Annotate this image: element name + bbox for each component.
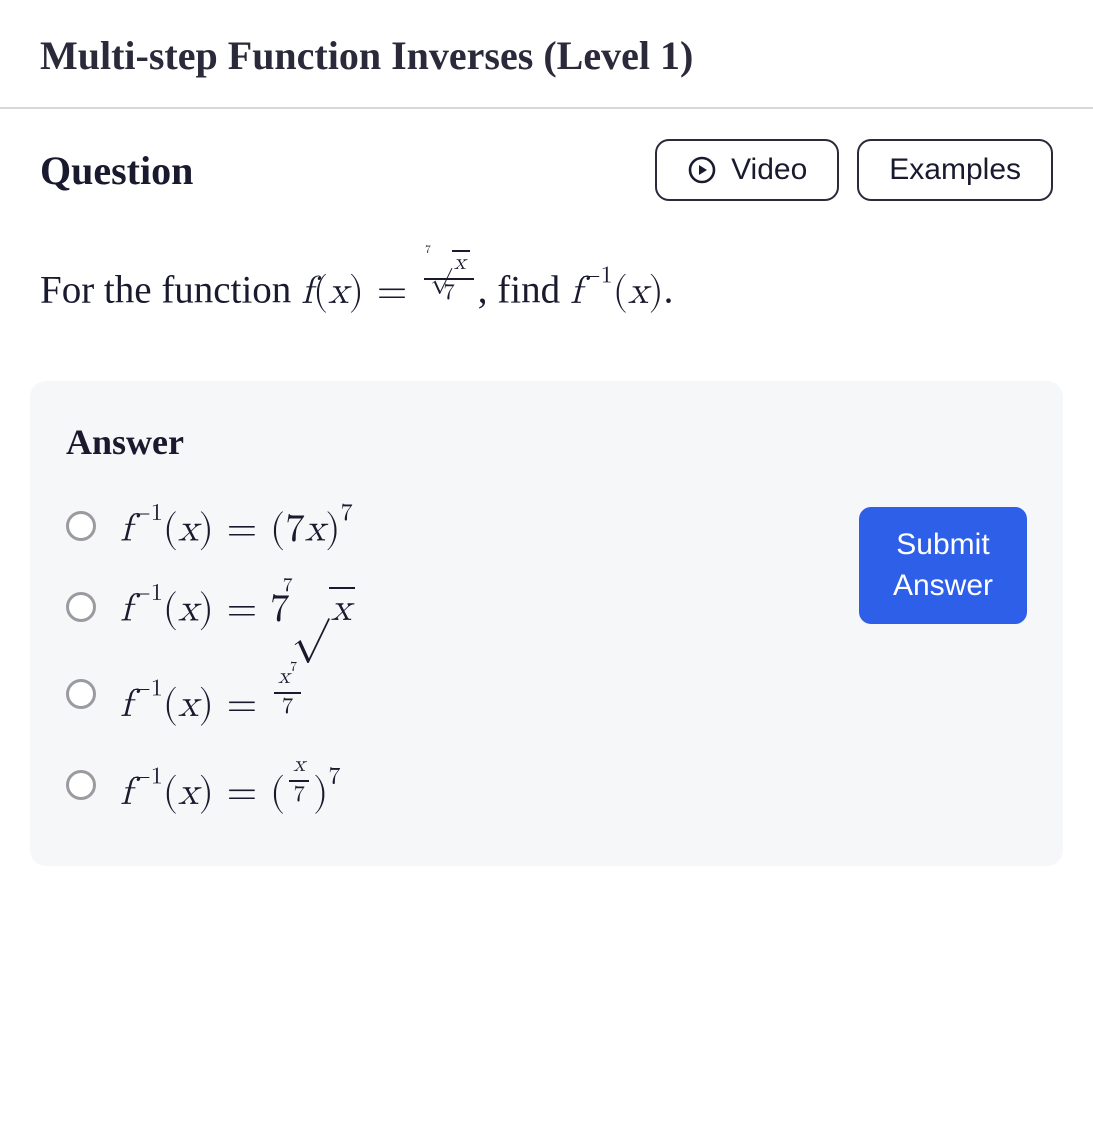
option-d-math: f−1(x) = (x7)7: [120, 754, 340, 816]
answer-area: Answer f−1(x) = (7x)7 f−1(x) = 77√x f−1(…: [30, 381, 1063, 866]
radio-icon: [66, 592, 96, 622]
submit-button-label: SubmitAnswer: [893, 528, 993, 602]
problem-fn-def: f(x) = 7√x7: [301, 272, 478, 311]
radio-icon: [66, 770, 96, 800]
options-list: f−1(x) = (7x)7 f−1(x) = 77√x f−1(x) = x7…: [66, 499, 829, 842]
video-button-label: Video: [731, 153, 807, 187]
option-d[interactable]: f−1(x) = (x7)7: [66, 754, 829, 816]
option-c-math: f−1(x) = x77: [120, 660, 305, 728]
header: Multi-step Function Inverses (Level 1): [0, 0, 1093, 109]
submit-button[interactable]: SubmitAnswer: [859, 507, 1027, 624]
problem-find: f−1(x): [570, 272, 664, 311]
problem-suffix: .: [664, 269, 674, 312]
option-a[interactable]: f−1(x) = (7x)7: [66, 499, 829, 553]
question-label: Question: [40, 147, 193, 194]
page-title: Multi-step Function Inverses (Level 1): [40, 32, 1053, 79]
option-b[interactable]: f−1(x) = 77√x: [66, 579, 829, 635]
option-a-math: f−1(x) = (7x)7: [120, 499, 353, 553]
answer-label: Answer: [66, 421, 1027, 463]
examples-button-label: Examples: [889, 153, 1021, 187]
radio-icon: [66, 679, 96, 709]
problem-prefix: For the function: [40, 269, 301, 312]
option-c[interactable]: f−1(x) = x77: [66, 660, 829, 728]
option-b-math: f−1(x) = 77√x: [120, 579, 355, 635]
play-circle-icon: [687, 155, 717, 185]
problem-mid: , find: [478, 269, 570, 312]
radio-icon: [66, 511, 96, 541]
answer-grid: f−1(x) = (7x)7 f−1(x) = 77√x f−1(x) = x7…: [66, 499, 1027, 842]
examples-button[interactable]: Examples: [857, 139, 1053, 201]
question-toolbar: Question Video Examples: [0, 109, 1093, 219]
question-body: For the function f(x) = 7√x7, find f−1(x…: [0, 219, 1093, 361]
video-button[interactable]: Video: [655, 139, 839, 201]
